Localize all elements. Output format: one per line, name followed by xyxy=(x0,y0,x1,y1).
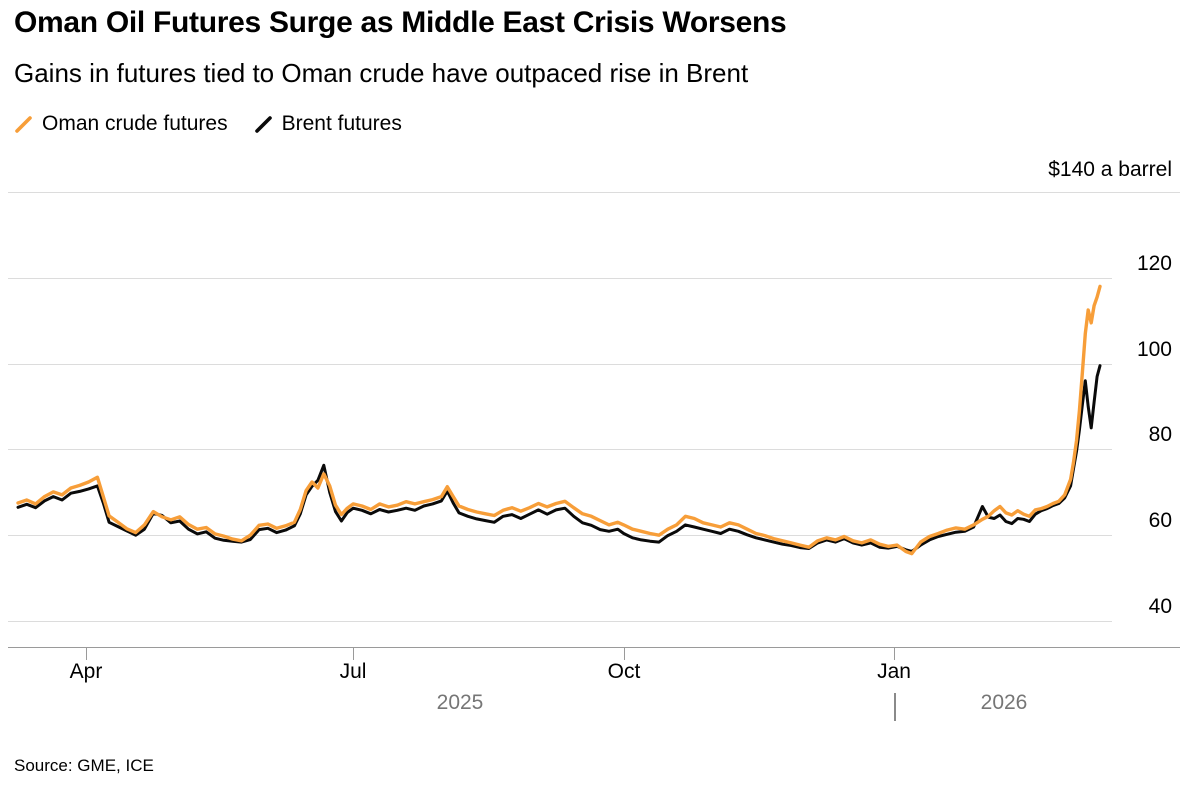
legend-item-oman: Oman crude futures xyxy=(14,112,228,136)
source-attribution: Source: GME, ICE xyxy=(14,756,154,775)
x-axis-tick-Apr xyxy=(86,647,87,660)
gridline-40 xyxy=(8,621,1112,622)
y-axis-label-60: 60 xyxy=(1148,509,1172,532)
x-axis-tick-Jan xyxy=(894,647,895,660)
chart-title: Oman Oil Futures Surge as Middle East Cr… xyxy=(14,6,787,39)
x-axis-tick-Jul xyxy=(353,647,354,660)
gridline-80 xyxy=(8,449,1112,450)
year-label-2025: 2025 xyxy=(436,691,484,714)
oman-line-swatch-icon xyxy=(15,116,32,133)
gridline-60 xyxy=(8,535,1112,536)
brent-line-swatch-icon xyxy=(254,116,272,133)
legend: Oman crude futures Brent futures xyxy=(14,112,402,136)
x-axis-baseline xyxy=(8,647,1180,648)
x-axis-tick-Oct xyxy=(624,647,625,660)
legend-label-oman: Oman crude futures xyxy=(42,112,228,135)
x-axis-label-Jul: Jul xyxy=(339,660,367,683)
chart-subtitle: Gains in futures tied to Oman crude have… xyxy=(14,58,749,88)
x-axis-label-Jan: Jan xyxy=(877,660,911,683)
y-axis-label-40: 40 xyxy=(1148,595,1172,618)
x-axis-label-Apr: Apr xyxy=(69,660,103,683)
y-axis-label-120: 120 xyxy=(1136,252,1172,275)
y-axis-label-100: 100 xyxy=(1136,338,1172,361)
gridline-100 xyxy=(8,364,1112,365)
y-axis-label-80: 80 xyxy=(1148,423,1172,446)
gridline-140 xyxy=(8,192,1180,193)
gridline-120 xyxy=(8,278,1112,279)
year-divider-line xyxy=(894,693,896,721)
legend-item-brent: Brent futures xyxy=(254,112,402,136)
year-label-2026: 2026 xyxy=(980,691,1028,714)
legend-label-brent: Brent futures xyxy=(281,112,402,135)
x-axis-label-Oct: Oct xyxy=(607,660,641,683)
y-axis-unit-label: $140 a barrel xyxy=(1048,158,1172,181)
